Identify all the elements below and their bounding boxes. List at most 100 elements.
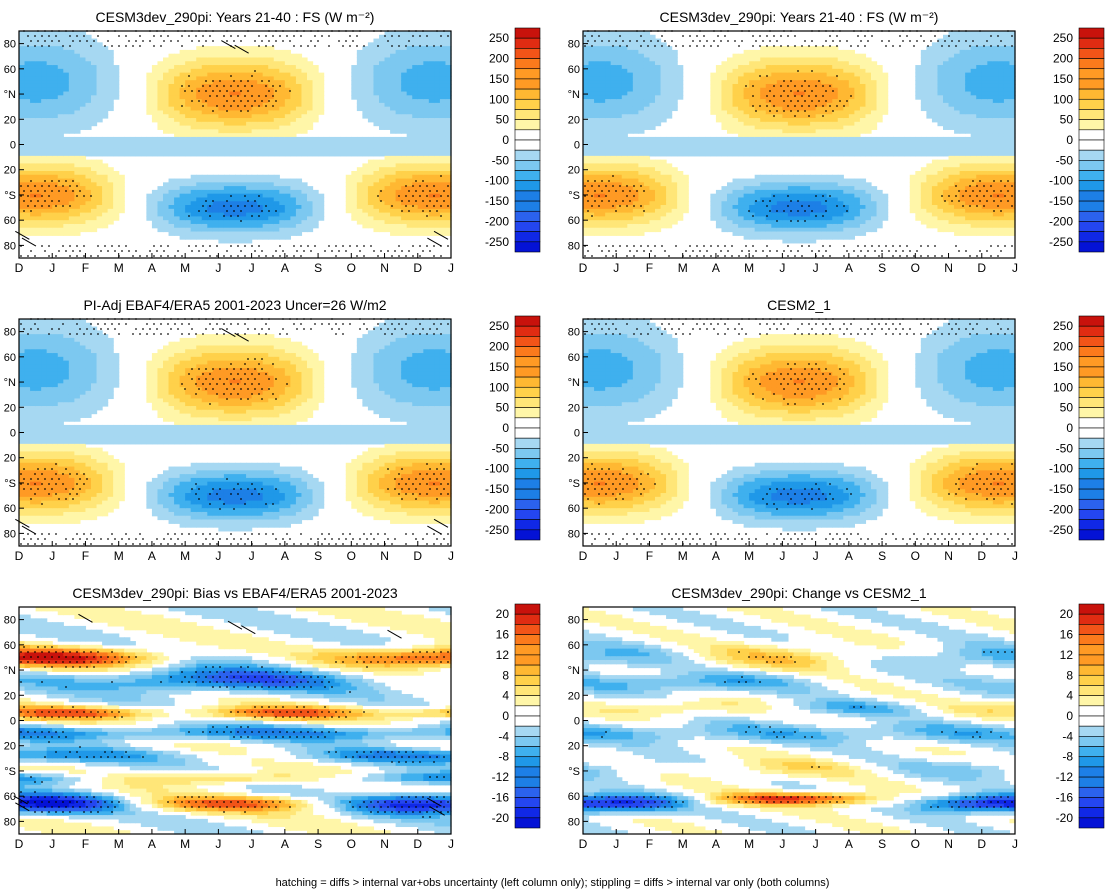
heatmap-cell <box>196 110 203 115</box>
heatmap-cell <box>660 87 667 93</box>
heatmap-cell <box>666 65 673 70</box>
heatmap-cell <box>395 231 402 236</box>
heatmap-cell <box>318 205 325 210</box>
heatmap-cell <box>301 152 308 157</box>
heatmap-cell <box>279 148 286 153</box>
heatmap-cell <box>163 83 170 89</box>
heatmap-cell <box>124 136 131 142</box>
heatmap-cell <box>63 201 70 206</box>
heatmap-cell <box>19 80 26 85</box>
heatmap-cell <box>643 83 651 89</box>
heatmap-cell <box>599 121 606 127</box>
heatmap-cell <box>268 102 275 108</box>
stipple-dot <box>272 85 274 87</box>
heatmap-cell <box>583 34 590 40</box>
stipple-dot <box>51 200 53 202</box>
heatmap-cell <box>660 201 667 206</box>
heatmap-cell <box>588 170 595 176</box>
heatmap-cell <box>594 205 601 210</box>
heatmap-cell <box>85 49 92 55</box>
heatmap-cell <box>63 231 70 236</box>
heatmap-cell <box>412 170 419 176</box>
heatmap-cell <box>63 129 70 134</box>
heatmap-cell <box>68 201 75 206</box>
heatmap-cell <box>605 80 612 85</box>
heatmap-cell <box>627 201 634 206</box>
heatmap-cell <box>727 189 734 195</box>
heatmap-cell <box>588 133 595 138</box>
heatmap-cell <box>434 83 441 89</box>
heatmap-cell <box>174 231 181 236</box>
heatmap-cell <box>621 220 628 225</box>
heatmap-cell <box>207 189 214 195</box>
stipple-dot <box>230 255 232 257</box>
heatmap-cell <box>605 231 612 236</box>
heatmap-cell <box>627 46 634 51</box>
heatmap-cell <box>57 170 64 176</box>
heatmap-cell <box>52 76 59 81</box>
heatmap-cell <box>96 140 103 146</box>
heatmap-cell <box>666 102 673 108</box>
heatmap-cell <box>732 186 739 191</box>
heatmap-cell <box>621 72 628 77</box>
stipple-dot <box>261 100 263 102</box>
heatmap-cell <box>229 140 236 146</box>
heatmap-cell <box>85 38 92 43</box>
heatmap-cell <box>638 95 645 100</box>
heatmap-cell <box>351 87 358 93</box>
heatmap-cell <box>295 76 303 81</box>
heatmap-cell <box>35 65 42 70</box>
heatmap-cell <box>638 68 645 74</box>
heatmap-cell <box>190 220 197 225</box>
heatmap-cell <box>351 208 358 214</box>
heatmap-cell <box>168 140 175 146</box>
heatmap-cell <box>218 201 225 206</box>
heatmap-cell <box>351 182 358 187</box>
heatmap-cell <box>351 186 358 191</box>
heatmap-cell <box>96 42 103 47</box>
heatmap-cell <box>63 57 70 62</box>
heatmap-cell <box>52 129 59 134</box>
heatmap-cell <box>643 53 651 59</box>
heatmap-cell <box>351 148 358 153</box>
heatmap-cell <box>588 197 595 202</box>
heatmap-cell <box>638 102 645 108</box>
heatmap-cell <box>655 205 662 210</box>
heatmap-cell <box>401 118 408 123</box>
heatmap-cell <box>251 223 258 229</box>
heatmap-cell <box>63 87 70 93</box>
heatmap-cell <box>35 121 42 127</box>
heatmap-cell <box>721 186 728 191</box>
heatmap-cell <box>74 53 81 59</box>
heatmap-cell <box>439 182 447 187</box>
heatmap-cell <box>218 95 225 100</box>
heatmap-cell <box>24 72 31 77</box>
heatmap-cell <box>588 46 595 51</box>
heatmap-cell <box>24 201 31 206</box>
heatmap-cell <box>367 76 375 81</box>
heatmap-cell <box>638 216 645 221</box>
heatmap-cell <box>599 80 606 85</box>
heatmap-cell <box>434 46 441 51</box>
heatmap-cell <box>140 152 147 157</box>
heatmap-cell <box>235 87 242 93</box>
heatmap-cell <box>113 148 120 153</box>
heatmap-cell <box>439 174 447 180</box>
heatmap-cell <box>207 231 214 236</box>
heatmap-cell <box>749 227 756 233</box>
stipple-dot <box>415 180 417 182</box>
stipple-dot <box>356 35 358 37</box>
heatmap-cell <box>655 170 662 176</box>
heatmap-cell <box>118 148 125 153</box>
heatmap-cell <box>594 49 601 55</box>
heatmap-cell <box>643 189 651 195</box>
heatmap-cell <box>235 220 242 225</box>
heatmap-cell <box>295 140 303 146</box>
heatmap-cell <box>439 148 447 153</box>
heatmap-cell <box>379 118 386 123</box>
heatmap-cell <box>727 118 734 123</box>
heatmap-cell <box>295 205 303 210</box>
heatmap-cell <box>738 212 745 217</box>
heatmap-cell <box>68 76 75 81</box>
heatmap-cell <box>235 189 242 195</box>
